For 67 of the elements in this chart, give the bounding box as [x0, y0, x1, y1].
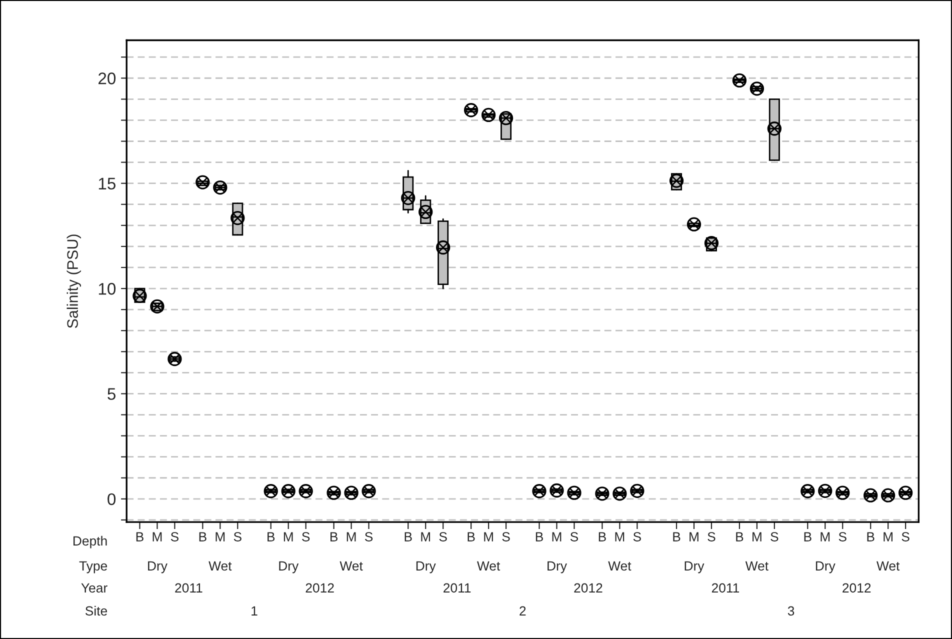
x-tick-label: M — [820, 532, 830, 542]
y-tick-label: 0 — [108, 493, 116, 506]
text: Dry — [279, 561, 299, 574]
text: Dry — [548, 561, 567, 574]
text: Depth — [73, 536, 107, 548]
text: Site — [85, 606, 108, 616]
x-tick-label: M — [346, 532, 356, 542]
y-tick-label: 10 — [98, 282, 116, 295]
text: Dry — [148, 561, 168, 574]
x-tick-label: S — [570, 532, 578, 542]
x-tick-label: M — [690, 532, 698, 542]
x-tick-label: M — [421, 532, 430, 542]
text: Wet — [608, 561, 632, 571]
x-tick-label: S — [302, 532, 310, 542]
text: 2011 — [712, 583, 740, 593]
x-tick-label: M — [152, 532, 162, 542]
x-tick-label: B — [736, 532, 744, 542]
y-axis-title: Salinity (PSU) — [66, 234, 81, 328]
x-tick-label: B — [330, 532, 338, 542]
text: Dry — [816, 561, 836, 574]
x-tick-label: B — [404, 532, 412, 542]
text: 2012 — [842, 583, 871, 593]
text: 2011 — [444, 583, 471, 593]
x-tick-label: M — [615, 532, 624, 542]
text: Wet — [208, 561, 232, 571]
x-tick-label: B — [867, 532, 874, 542]
text: 1 — [252, 606, 258, 616]
x-tick-label: S — [170, 532, 178, 542]
text: Dry — [684, 561, 704, 574]
text: Wet — [745, 561, 768, 571]
x-tick-label: M — [884, 532, 892, 542]
text: 2012 — [574, 583, 602, 593]
text: 2 — [520, 606, 526, 616]
x-tick-label: M — [752, 532, 762, 542]
text: Wet — [340, 561, 363, 571]
text: Year — [81, 583, 108, 593]
x-tick-label: B — [136, 532, 144, 542]
x-tick-label: B — [468, 532, 475, 542]
x-tick-label: S — [770, 532, 778, 542]
x-tick-label: S — [439, 532, 447, 542]
x-tick-label: S — [234, 532, 242, 542]
text: Wet — [876, 561, 900, 571]
x-tick-label: M — [216, 532, 225, 542]
x-tick-label: B — [536, 532, 543, 542]
x-tick-label: B — [268, 532, 275, 542]
x-tick-label: S — [502, 532, 510, 542]
text: 3 — [788, 606, 794, 616]
x-tick-label: S — [902, 532, 910, 542]
x-tick-label: S — [838, 532, 846, 542]
x-tick-label: S — [364, 532, 373, 542]
x-tick-label: B — [199, 532, 206, 542]
y-tick-label: 15 — [98, 178, 116, 190]
y-tick-label: 20 — [98, 72, 116, 84]
x-tick-label: S — [708, 532, 716, 542]
text: 2012 — [306, 583, 334, 593]
text: Type — [79, 561, 108, 574]
text: Dry — [416, 561, 436, 574]
x-tick-label: M — [484, 532, 493, 542]
x-tick-label: M — [284, 532, 293, 542]
text: Wet — [476, 561, 500, 571]
x-tick-label: B — [598, 532, 606, 542]
x-tick-label: B — [673, 532, 680, 542]
x-tick-label: S — [633, 532, 641, 542]
text: 2011 — [175, 583, 202, 593]
x-tick-label: B — [804, 532, 812, 542]
y-tick-label: 5 — [108, 388, 116, 400]
x-tick-label: M — [552, 532, 562, 542]
